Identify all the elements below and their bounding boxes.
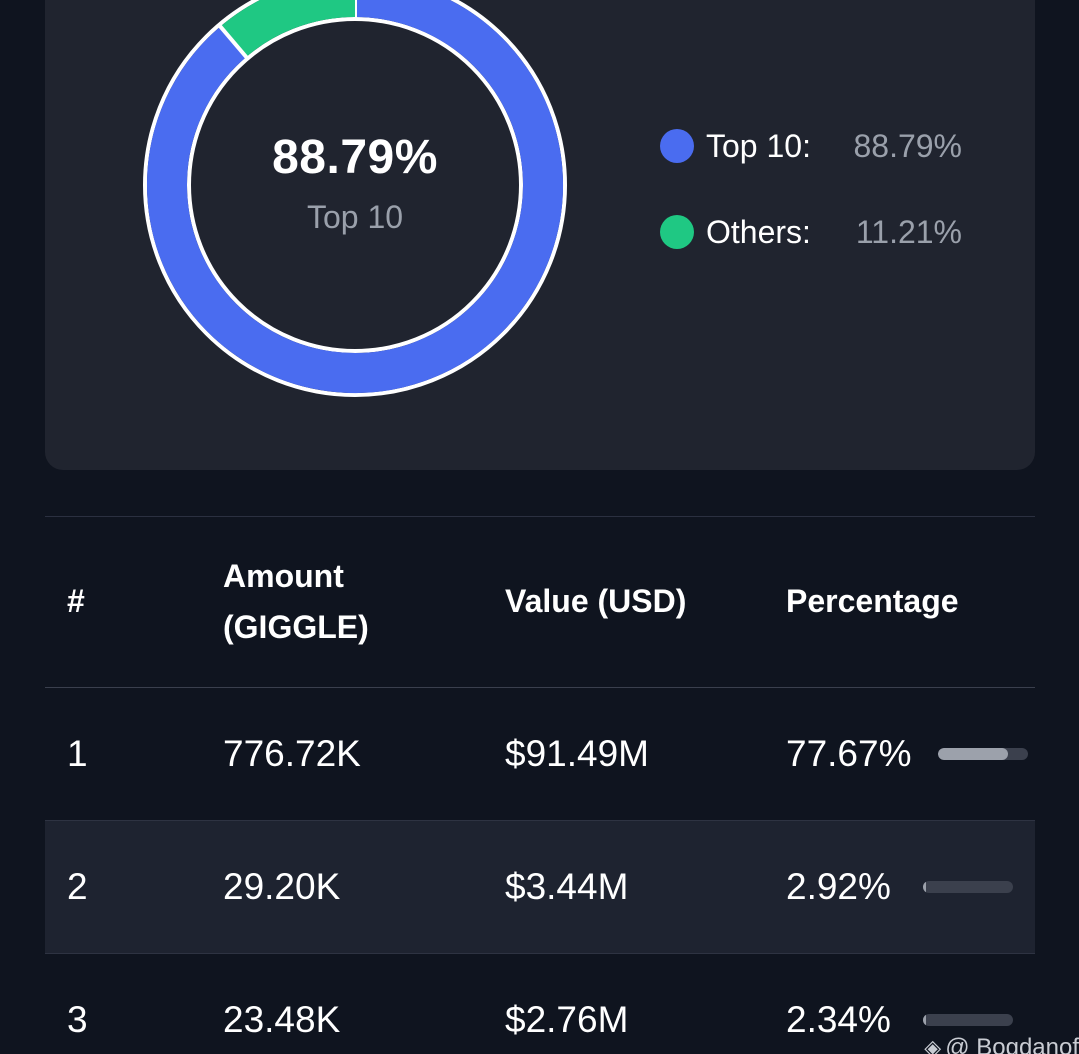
percentage-bar-fill: [923, 881, 926, 893]
row-value: $2.76M: [505, 999, 629, 1040]
row-percentage: 77.67%: [786, 733, 912, 774]
row-percentage: 2.34%: [786, 999, 891, 1040]
row-rank: 3: [67, 999, 88, 1040]
percentage-bar: [923, 1014, 1013, 1026]
percentage-bar: [923, 881, 1013, 893]
header-value[interactable]: Value (USD): [505, 583, 687, 620]
percentage-bar-fill: [923, 1014, 926, 1026]
row-rank: 1: [67, 733, 88, 774]
header-amount-label: Amount (GIGGLE): [223, 557, 369, 645]
donut-center: 88.79% Top 10: [205, 130, 505, 236]
percentage-bar: [938, 748, 1028, 760]
watermark-text: @ Bogdanof: [945, 1034, 1079, 1054]
legend-item-others: Others: 11.21%: [660, 204, 962, 260]
diamond-logo-icon: ◈: [924, 1035, 942, 1054]
table-row[interactable]: 1 776.72K $91.49M 77.67%: [45, 688, 1035, 821]
legend-value: 88.79%: [853, 127, 962, 164]
table-row[interactable]: 2 29.20K $3.44M 2.92%: [45, 821, 1035, 954]
header-rank[interactable]: #: [67, 583, 85, 620]
table-header-row: # Amount (GIGGLE) Value (USD) Percentage: [45, 517, 1035, 688]
table-row[interactable]: 3 23.48K $2.76M 2.34%: [45, 954, 1035, 1054]
row-percentage: 2.92%: [786, 866, 891, 907]
legend-label: Others:: [706, 213, 811, 250]
watermark: ◈ @ Bogdanof: [924, 1034, 1079, 1054]
donut-outer-border: [143, 0, 567, 397]
donut-segment-top10[interactable]: [147, 0, 563, 393]
row-amount: 23.48K: [223, 999, 341, 1040]
donut-chart: [143, 0, 567, 397]
row-value: $3.44M: [505, 866, 629, 907]
legend-value: 11.21%: [855, 213, 962, 250]
row-amount: 29.20K: [223, 866, 341, 907]
legend-dot-others: [660, 215, 694, 249]
donut-separator: [217, 23, 250, 60]
legend-label: Top 10:: [706, 127, 811, 164]
donut-center-value: 88.79%: [272, 131, 438, 184]
row-value: $91.49M: [505, 733, 649, 774]
donut-center-label: Top 10: [306, 199, 404, 235]
row-amount: 776.72K: [223, 733, 361, 774]
header-amount[interactable]: Amount (GIGGLE): [223, 517, 423, 687]
holders-table: # Amount (GIGGLE) Value (USD) Percentage…: [45, 516, 1035, 1054]
table-top-divider: [45, 516, 1035, 517]
percentage-bar-fill: [938, 748, 1008, 760]
chart-legend: Top 10: 88.79% Others: 11.21%: [660, 118, 962, 290]
legend-item-top10: Top 10: 88.79%: [660, 118, 962, 174]
legend-dot-top10: [660, 129, 694, 163]
row-rank: 2: [67, 866, 88, 907]
header-percentage[interactable]: Percentage: [786, 583, 959, 620]
donut-segment-others[interactable]: [220, 0, 356, 58]
